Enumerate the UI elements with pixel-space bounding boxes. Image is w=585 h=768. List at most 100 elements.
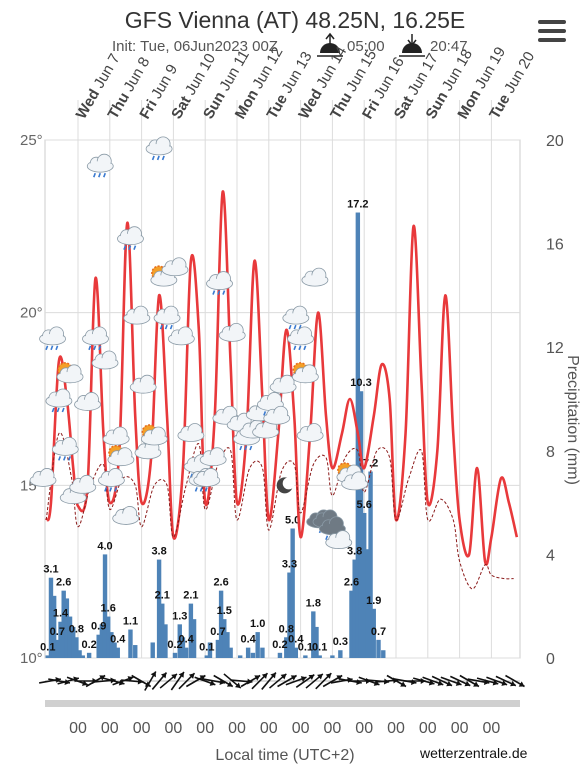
cloud-icon [301,267,329,287]
wind-arrow [213,674,234,688]
precipitation-bar [115,647,120,658]
precipitation-bar [381,650,386,658]
x-axis-title: Local time (UTC+2) [215,747,354,764]
cloud-fill [108,454,133,465]
wind-arrow [505,674,525,688]
precipitation-bar-label: 0.9 [91,621,106,633]
rain-drop [56,407,60,413]
x-tick-label: 00 [324,720,342,737]
rain-drop [222,290,226,295]
time-scrollbar[interactable] [45,700,520,707]
y-left-tick-label: 20° [20,305,43,322]
precipitation-bar-label: 0.2 [81,639,96,651]
cloud-fill [169,333,194,344]
precipitation-bar [317,655,322,658]
day-label-date: Jun 8 [120,54,153,94]
wind-arrow [151,672,168,690]
wind-arrow-head [280,673,287,680]
wind-arrow-head [308,674,315,681]
cloud-icon [167,326,195,346]
y-right-tick-label: 12 [546,340,564,357]
x-tick-label: 00 [451,720,469,737]
precipitation-bar [96,634,101,658]
precipitation-bar [128,629,133,658]
rain-drop [239,445,243,451]
cloud-icon [325,530,353,549]
rain-icon [51,436,79,461]
rain-drop [109,487,113,492]
y-right-tick-label: 0 [546,651,555,668]
cloud-fill [124,313,149,324]
rain-drop [104,487,108,492]
cloud-fill [113,513,138,524]
rain-icon [86,153,114,178]
rain-icon [45,388,73,413]
menu-bar [538,38,566,42]
precipitation-bar-label: 2.6 [213,577,228,589]
cloud-fill [302,275,327,286]
y-right-tick-label: 20 [546,133,564,150]
y-axis-right-title: Precipitation (mm) [564,355,581,485]
sunrise-time: 05:00 [347,38,385,55]
wind-arrow [251,672,269,690]
wind-arrow-head [510,680,516,687]
precipitation-bar [55,639,60,658]
rain-icon [287,326,315,351]
precipitation-bar [250,652,256,658]
cloud-icon [161,257,189,277]
precipitation-bar [218,590,224,658]
precipitation-bar-label: 3.1 [43,564,58,576]
cloud-icon [252,419,280,439]
precipitation-bar-label: 1.4 [53,608,69,620]
precipitation-bar-label: 2.1 [155,590,170,602]
cloud-fill [264,413,289,424]
cloud-fill [135,447,160,458]
wind-arrow [440,676,462,686]
cloud-icon [199,447,227,467]
cloud-fill [53,444,78,455]
precipitation-bar-label: 2.6 [56,577,71,589]
precipitation-bar [376,639,381,658]
wind-arrow-head [188,673,195,679]
wind-arrow [486,676,508,686]
wind-arrow [422,676,444,686]
precipitation-bar-label: 5.0 [285,515,300,527]
rain-drop [159,324,163,330]
day-label-date: Jun 7 [91,51,124,91]
wind-arrow-head [127,676,134,682]
precipitation-bar [371,608,376,658]
x-tick-label: 00 [387,720,405,737]
precipitation-bar [349,590,354,658]
precipitation-bar [207,642,213,658]
precipitation-bar [290,528,295,658]
precipitation-bar [177,624,182,658]
precipitation-bar [150,642,155,658]
cloud-fill [271,382,296,393]
precipitation-bar-label: 1.5 [217,605,232,617]
precipitation-bar [163,624,168,658]
hamburger-menu-icon[interactable] [538,20,566,44]
wind-arrows [39,671,525,691]
precipitation-bar [102,554,108,658]
precipitation-bar-label: 0.8 [279,623,294,635]
wind-arrow-head [518,681,525,687]
precipitation-bar-label: 0.4 [288,634,304,646]
rain-drop [50,345,54,351]
cloud-fill [58,371,83,382]
wind-arrow-head [428,679,435,686]
cloud-icon [134,440,162,460]
precipitation-bar [284,637,289,658]
wind-arrow [449,675,471,687]
precipitation-bar [80,655,85,658]
cloud-fill [342,478,367,489]
precipitation-bar [352,559,357,658]
wind-arrow [431,675,453,687]
cloud-fill [253,427,278,438]
wind-arrow [261,672,277,690]
precipitation-bar [71,626,76,658]
precipitation-bar [64,598,70,658]
y-left-tick-label: 10° [20,650,43,667]
wind-arrow-head [270,672,276,679]
